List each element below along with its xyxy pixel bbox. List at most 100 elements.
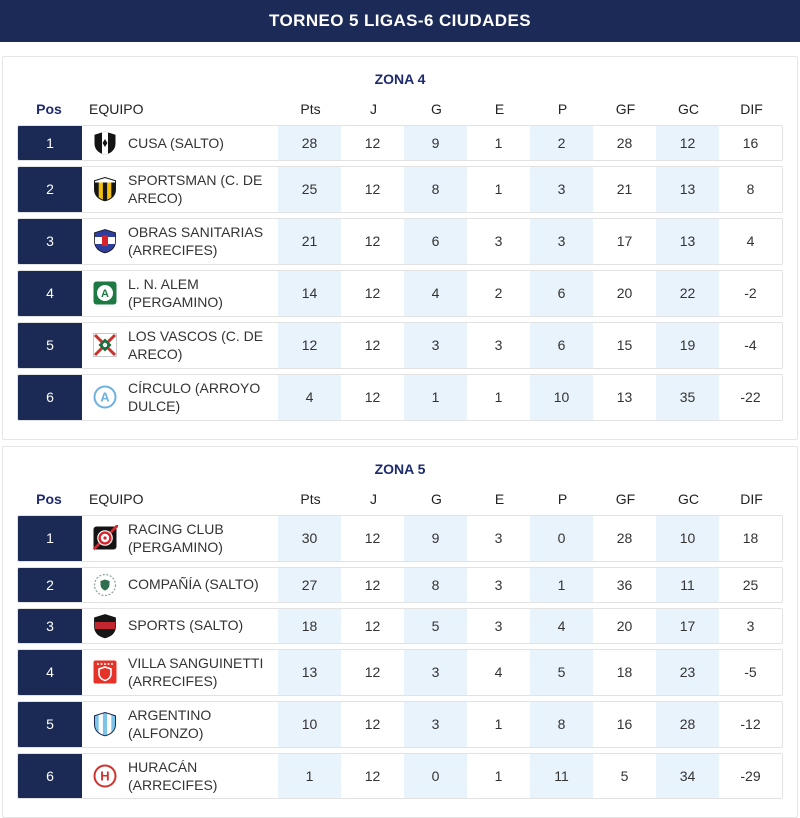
team-name: ARGENTINO (ALFONZO) xyxy=(128,706,212,742)
stat-gf: 20 xyxy=(616,285,633,302)
stat-gf: 13 xyxy=(616,389,633,406)
column-header-g: G xyxy=(431,490,442,507)
table-row: 6 H HURACÁN (ARRECIFES) 1 12 0 1 11 5 34 -29 xyxy=(17,752,783,800)
position-cell: 1 xyxy=(18,126,82,160)
team-name: CÍRCULO (ARROYO DULCE) xyxy=(128,379,261,415)
team-name: LOS VASCOS (C. DE ARECO) xyxy=(128,327,264,363)
stat-gc: 35 xyxy=(656,374,719,420)
stat-j: 12 xyxy=(364,716,381,733)
stat-j: 12 xyxy=(364,233,381,250)
team-name: OBRAS SANITARIAS (ARRECIFES) xyxy=(128,223,264,259)
stat-e: 3 xyxy=(494,530,503,547)
position-cell: 2 xyxy=(18,167,82,212)
position-cell: 2 xyxy=(18,567,82,602)
team-name: SPORTS (SALTO) xyxy=(128,617,244,634)
stat-gc: 12 xyxy=(656,126,719,160)
svg-text:A: A xyxy=(101,288,109,300)
stat-dif: -12 xyxy=(740,716,761,733)
table-row: 4 VILLA SANGUINETTI (ARRECIFES) 13 12 3 4 5 1… xyxy=(17,648,783,696)
stat-g: 5 xyxy=(404,608,467,643)
zone-rows: 1 CUSA (SALTO) 28 12 9 1 2 28 12 16 2 SPORTSMAN… xyxy=(17,125,783,421)
team-crest-holder xyxy=(82,167,128,212)
cusa-crest-icon xyxy=(92,130,118,156)
stat-pts: 21 xyxy=(278,218,341,264)
team-name: SPORTSMAN (C. DE ARECO) xyxy=(128,172,263,207)
stat-p: 10 xyxy=(530,374,593,420)
zone-rows: 1 RACING CLUB (PERGAMINO) 30 12 9 3 0 28 10 18 … xyxy=(17,514,783,800)
stat-p: 2 xyxy=(530,126,593,160)
stat-e: 4 xyxy=(494,664,503,681)
stat-dif: 18 xyxy=(742,530,759,547)
position-cell: 5 xyxy=(18,701,82,747)
stat-pts: 13 xyxy=(278,649,341,695)
team-crest-holder xyxy=(82,568,128,602)
table-row: 3 SPORTS (SALTO) 18 12 5 3 4 20 17 3 xyxy=(17,607,783,644)
position-cell: 6 xyxy=(18,374,82,420)
stat-g: 3 xyxy=(404,701,467,747)
stat-pts: 18 xyxy=(278,608,341,643)
column-header-e: E xyxy=(494,101,505,117)
stat-g: 8 xyxy=(404,167,467,212)
sportsman-crest-icon xyxy=(92,176,118,202)
zone-title: ZONA 5 xyxy=(374,460,426,477)
team-crest-holder xyxy=(82,650,128,695)
team-crest-holder xyxy=(82,609,128,643)
team-crest-holder xyxy=(82,126,128,160)
team-name: CUSA (SALTO) xyxy=(128,134,224,151)
table-row: 2 SPORTSMAN (C. DE ARECO) 25 12 8 1 3 21 13 8 xyxy=(17,166,783,213)
argentino-crest-icon xyxy=(92,711,118,737)
stat-dif: -5 xyxy=(744,664,757,681)
team-name: HURACÁN (ARRECIFES) xyxy=(128,758,218,793)
svg-text:H: H xyxy=(100,768,109,783)
stat-e: 3 xyxy=(494,617,503,634)
stat-p: 1 xyxy=(530,567,593,602)
villa-sanguinetti-crest-icon xyxy=(92,659,118,685)
stat-j: 12 xyxy=(364,664,381,681)
stat-gc: 34 xyxy=(656,753,719,799)
column-header-gc: GC xyxy=(678,101,699,117)
stat-p: 6 xyxy=(530,322,593,368)
position-cell: 1 xyxy=(18,515,82,561)
stat-p: 3 xyxy=(530,167,593,212)
zone-card: ZONA 4 Pos EQUIPO Pts J G E P GF GC DIF 1 CUSA … xyxy=(2,56,798,440)
los-vascos-crest-icon xyxy=(92,332,118,358)
racing-club-crest-icon xyxy=(92,525,118,551)
stat-p: 8 xyxy=(530,701,593,747)
stat-e: 2 xyxy=(494,285,503,302)
table-row: 5 ARGENTINO (ALFONZO) 10 12 3 1 8 16 28 -12 xyxy=(17,700,783,748)
stat-gf: 15 xyxy=(616,337,633,354)
stat-e: 3 xyxy=(494,233,503,250)
column-header-equipo: EQUIPO xyxy=(89,101,144,117)
stat-pts: 27 xyxy=(278,567,341,602)
stat-p: 4 xyxy=(530,608,593,643)
ln-alem-crest-icon: A xyxy=(92,280,118,306)
stat-g: 8 xyxy=(404,567,467,602)
position-cell: 4 xyxy=(18,649,82,695)
stat-gc: 28 xyxy=(656,701,719,747)
stat-gf: 36 xyxy=(616,576,633,593)
column-header-dif: DIF xyxy=(740,490,763,507)
stat-dif: 16 xyxy=(742,135,759,151)
position-cell: 4 xyxy=(18,270,82,316)
column-header-pts: Pts xyxy=(300,490,321,507)
stat-p: 11 xyxy=(530,753,593,799)
team-crest-holder: A xyxy=(82,375,128,420)
stat-pts: 14 xyxy=(278,270,341,316)
stat-gf: 20 xyxy=(616,617,633,634)
stat-j: 12 xyxy=(364,337,381,354)
column-header-equipo: EQUIPO xyxy=(89,490,144,507)
table-row: 1 RACING CLUB (PERGAMINO) 30 12 9 3 0 28 10 18 xyxy=(17,514,783,562)
table-row: 6 A CÍRCULO (ARROYO DULCE) 4 12 1 1 10 13 35 -2… xyxy=(17,373,783,421)
stat-j: 12 xyxy=(364,389,381,406)
stat-j: 12 xyxy=(364,767,381,784)
stat-pts: 25 xyxy=(278,167,341,212)
team-crest-holder: H xyxy=(82,754,128,799)
stat-e: 3 xyxy=(494,576,503,593)
stat-gf: 17 xyxy=(616,233,633,250)
stat-g: 6 xyxy=(404,218,467,264)
stat-pts: 1 xyxy=(278,753,341,799)
stat-e: 1 xyxy=(494,716,503,733)
circulo-crest-icon: A xyxy=(92,384,118,410)
table-row: 1 CUSA (SALTO) 28 12 9 1 2 28 12 16 xyxy=(17,125,783,161)
column-header-p: P xyxy=(557,101,568,117)
